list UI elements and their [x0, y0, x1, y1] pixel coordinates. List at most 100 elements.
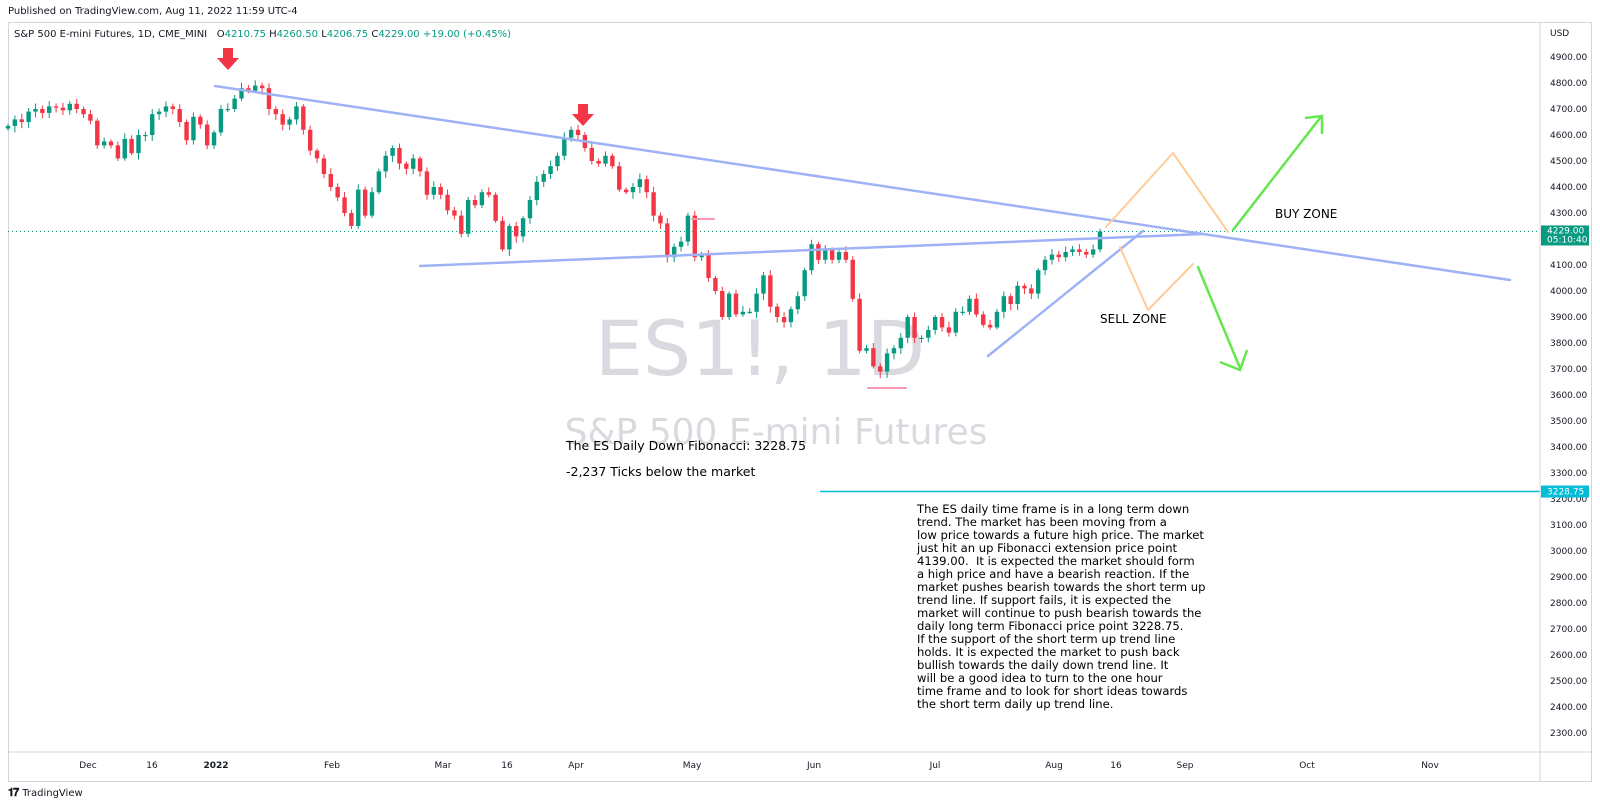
candle-body	[486, 192, 491, 195]
candle-body	[967, 298, 972, 312]
time-tick-label: Aug	[1045, 761, 1063, 771]
drawing-tools	[213, 48, 1512, 389]
sell-arrow-shaft	[1196, 265, 1242, 370]
candle-body	[301, 106, 306, 130]
candle-body	[795, 296, 801, 310]
candle-body	[568, 129, 574, 138]
price-tick-label: 2800.00	[1550, 599, 1587, 609]
symbol-legend[interactable]: S&P 500 E-mini Futures, 1D, CME_MINI O42…	[14, 29, 511, 40]
candle-body	[362, 189, 368, 216]
candle-body	[321, 158, 327, 174]
candle-body	[335, 187, 340, 198]
time-tick-label: Jul	[929, 761, 941, 771]
time-tick-label: Feb	[324, 761, 340, 771]
candle-body	[692, 215, 697, 258]
candle-body	[781, 317, 787, 323]
candle-body	[5, 125, 11, 129]
candle-body	[273, 109, 279, 115]
candle-body	[671, 246, 677, 258]
candle-body	[713, 278, 718, 291]
candle-body	[775, 306, 780, 317]
time-tick-label: 16	[146, 761, 158, 771]
candle-body	[211, 132, 217, 146]
candle-body	[823, 249, 828, 260]
time-tick-label: Jun	[806, 761, 821, 771]
symbol-description: S&P 500 E-mini Futures, 1D, CME_MINI	[14, 29, 208, 40]
candle-body	[115, 145, 121, 159]
candle-body	[390, 148, 395, 156]
candle-body	[678, 241, 684, 247]
projection-drop-leg	[1119, 246, 1149, 311]
red-down-arrow-icon	[217, 48, 239, 70]
candle-body	[397, 148, 402, 164]
candle-body	[1029, 288, 1034, 294]
candle-body	[884, 353, 890, 372]
candle-body	[726, 293, 732, 317]
candle-body	[369, 192, 375, 216]
fib-ticks-annotation: -2,237 Ticks below the market	[566, 464, 756, 479]
candle-body	[40, 109, 45, 113]
candle-body	[981, 314, 986, 325]
candle-body	[871, 348, 876, 367]
candle-body	[589, 148, 594, 161]
candle-body	[527, 200, 533, 219]
candle-body	[575, 129, 581, 135]
candle-body	[1063, 252, 1068, 258]
candle-body	[610, 155, 615, 167]
price-tick-label: 4800.00	[1550, 79, 1587, 89]
watermark-ticker: ES1!, 1D	[595, 304, 925, 393]
price-tick-label: 4300.00	[1550, 209, 1587, 219]
candle-body	[156, 111, 162, 115]
tradingview-footer: 𝟏𝟕 TradingView	[8, 786, 83, 800]
price-tick-label: 3300.00	[1550, 469, 1587, 479]
candle-body	[191, 116, 196, 141]
chart-frame[interactable]	[8, 22, 1592, 782]
candle-body	[12, 119, 18, 126]
candle-body	[850, 259, 855, 299]
last-price-badge	[1541, 225, 1589, 246]
candle-body	[225, 109, 230, 111]
candle-body	[905, 317, 910, 338]
candle-body	[960, 311, 965, 313]
price-tick-label: 3500.00	[1550, 417, 1587, 427]
candle-body	[459, 215, 464, 234]
candle-body	[816, 244, 821, 260]
price-tick-label: 4000.00	[1550, 287, 1587, 297]
watermark-name: S&P 500 E-mini Futures	[565, 412, 988, 453]
candle-body	[898, 337, 904, 349]
candle-body	[541, 174, 546, 182]
candle-body	[747, 311, 752, 313]
candle-body	[507, 226, 512, 250]
candle-body	[1084, 252, 1089, 255]
price-axis-currency: USD	[1550, 29, 1569, 39]
candle-body	[294, 106, 299, 120]
price-tick-label: 4100.00	[1550, 261, 1587, 271]
candle-body	[417, 158, 423, 172]
candle-body	[424, 171, 430, 195]
candle-body	[706, 254, 711, 278]
price-tick-label: 3400.00	[1550, 443, 1587, 453]
candle-body	[198, 116, 203, 125]
candle-body	[514, 226, 519, 237]
candle-body	[1035, 270, 1041, 294]
price-tick-label: 4700.00	[1550, 105, 1587, 115]
short-term-up-trendline	[986, 229, 1145, 358]
time-tick-label: 16	[501, 761, 513, 771]
candle-body	[768, 275, 773, 307]
candle-body	[253, 85, 258, 91]
candle-body	[946, 327, 952, 333]
candle-body	[1090, 249, 1096, 255]
sell-arrow-head-icon	[1219, 349, 1249, 372]
time-tick-label: May	[683, 761, 702, 771]
candle-body	[280, 114, 285, 125]
ohlc-high: 4260.50	[276, 29, 319, 40]
time-tick-label: Dec	[79, 761, 96, 771]
ohlc-high-label: H	[269, 29, 277, 40]
candle-body	[987, 324, 993, 328]
candle-body	[1008, 296, 1013, 304]
price-tick-label: 4500.00	[1550, 157, 1587, 167]
countdown-label: 05:10:40	[1547, 235, 1588, 245]
price-tick-label: 3000.00	[1550, 547, 1587, 557]
price-tick-label: 3900.00	[1550, 313, 1587, 323]
